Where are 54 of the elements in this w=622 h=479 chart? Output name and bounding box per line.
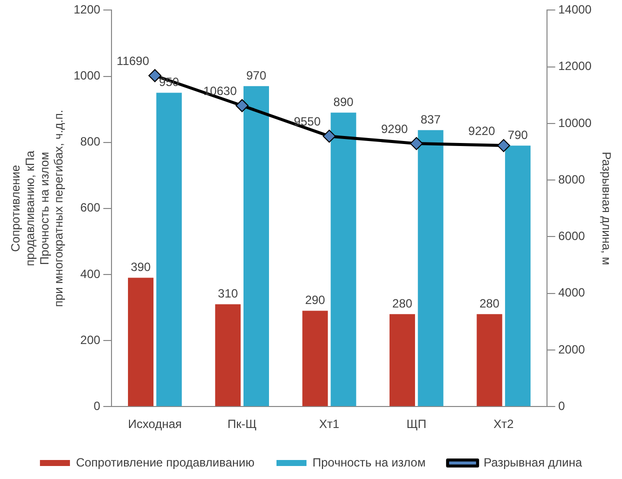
bar xyxy=(302,310,328,406)
data-label: 280 xyxy=(479,296,500,310)
data-label: 280 xyxy=(392,296,413,310)
y2-tick-label: 8000 xyxy=(558,172,586,186)
y-tick-label: 800 xyxy=(80,134,101,149)
y2-tick-label: 0 xyxy=(558,398,566,413)
bar xyxy=(128,278,154,406)
point xyxy=(236,99,249,112)
point xyxy=(497,139,510,152)
data-label: 390 xyxy=(130,260,152,274)
x-tick-label: Хт2 xyxy=(494,417,514,432)
legend-label: Разрывная длина xyxy=(484,455,582,470)
y2-tick-label: 2000 xyxy=(558,342,586,356)
data-label: 790 xyxy=(508,128,528,142)
y-tick-label: 1200 xyxy=(74,2,101,17)
y-axis-title: Сопротивление продавливанию, кПа Прочность на излом при многократных перегибах, ч.д.п. xyxy=(8,110,66,308)
y-tick-label: 400 xyxy=(80,266,101,281)
bar xyxy=(476,314,502,406)
x-tick-label: Хт1 xyxy=(319,417,340,432)
x-tick-label: Пк-Щ xyxy=(228,417,257,432)
legend-label: Сопротивление продавливанию xyxy=(76,455,254,470)
data-label: 837 xyxy=(420,112,441,126)
y-tick-label: 600 xyxy=(80,200,101,215)
bar xyxy=(215,304,241,406)
y2-axis-title: Разрывная длина, м xyxy=(599,152,614,266)
point xyxy=(148,69,162,82)
data-label: 9550 xyxy=(294,114,321,129)
data-label: 11690 xyxy=(116,54,150,68)
y2-tick-label: 12000 xyxy=(558,59,592,74)
y-tick-label: 200 xyxy=(80,332,101,347)
y-tick-label: 1000 xyxy=(74,68,101,83)
bar xyxy=(505,146,531,406)
data-label: 970 xyxy=(246,68,267,82)
x-tick-label: Исходная xyxy=(128,417,182,432)
y2-tick-label: 6000 xyxy=(558,229,586,244)
bar xyxy=(330,112,356,406)
x-tick-label: ЩП xyxy=(406,417,426,432)
point xyxy=(322,130,336,143)
bar xyxy=(243,86,269,406)
data-label: 9220 xyxy=(468,124,496,138)
data-label: 890 xyxy=(333,94,354,109)
y-tick-label: 0 xyxy=(94,398,101,413)
data-label: 10630 xyxy=(203,84,238,98)
y2-tick-label: 14000 xyxy=(558,2,592,17)
data-label: 9290 xyxy=(381,122,408,136)
bar xyxy=(156,92,182,406)
y2-tick-label: 4000 xyxy=(558,286,586,300)
data-label: 290 xyxy=(305,293,326,308)
bar xyxy=(390,314,416,406)
y2-tick-label: 10000 xyxy=(558,116,592,130)
point xyxy=(410,137,423,150)
bar xyxy=(418,130,444,406)
data-label: 310 xyxy=(218,286,238,301)
legend-label: Прочность на излом xyxy=(312,455,426,470)
